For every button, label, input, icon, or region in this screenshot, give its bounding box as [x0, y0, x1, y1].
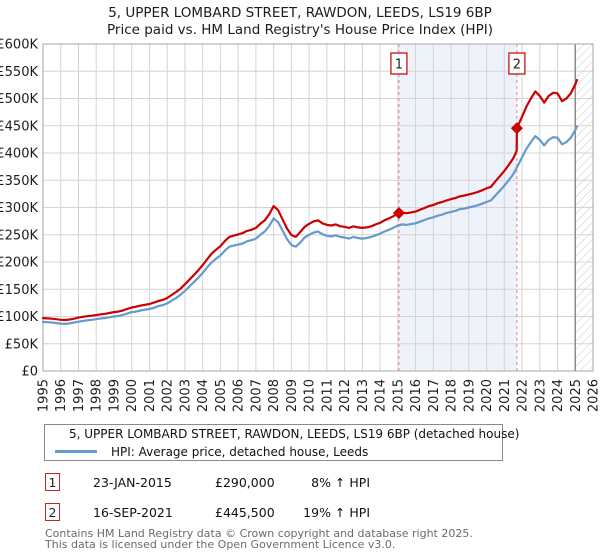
sale-1-vs-hpi: 8% ↑ HPI: [311, 475, 370, 490]
svg-text:1: 1: [395, 58, 403, 73]
legend-item-property: 5, UPPER LOMBARD STREET, RAWDON, LEEDS, …: [45, 426, 519, 441]
footer-licence: This data is licensed under the Open Gov…: [45, 538, 396, 551]
svg-text:2017: 2017: [427, 379, 442, 412]
svg-text:£300K: £300K: [0, 201, 38, 216]
svg-text:2020: 2020: [480, 379, 495, 412]
svg-text:£400K: £400K: [0, 147, 38, 162]
svg-text:2006: 2006: [232, 379, 247, 412]
svg-text:2021: 2021: [498, 379, 513, 412]
svg-text:2005: 2005: [214, 379, 229, 412]
chart-subtitle: Price paid vs. HM Land Registry's House …: [107, 22, 493, 38]
legend-label-property: 5, UPPER LOMBARD STREET, RAWDON, LEEDS, …: [69, 426, 520, 441]
svg-text:2014: 2014: [374, 379, 389, 412]
svg-text:£200K: £200K: [0, 256, 38, 271]
hpi-line-swatch-icon: [55, 450, 97, 453]
sale-annotation-2: 2 16-SEP-2021 £445,500 19% ↑ HPI: [0, 503, 600, 523]
svg-text:2026: 2026: [587, 379, 600, 412]
legend-item-hpi: HPI: Average price, detached house, Leed…: [45, 444, 502, 459]
svg-text:2019: 2019: [462, 379, 477, 412]
svg-text:2024: 2024: [551, 379, 566, 412]
svg-text:2025: 2025: [569, 379, 584, 412]
price-history-chart: 1 2 £0 £50K £100K £150K £200K £250K £300K £350K £4…: [0, 38, 600, 413]
svg-text:2018: 2018: [445, 379, 460, 412]
svg-text:2: 2: [513, 58, 521, 73]
svg-text:2013: 2013: [356, 379, 371, 412]
svg-text:2015: 2015: [391, 379, 406, 412]
svg-text:2007: 2007: [249, 379, 264, 412]
svg-text:£150K: £150K: [0, 283, 38, 298]
sale-1-price: £290,000: [215, 475, 275, 490]
svg-text:2010: 2010: [303, 379, 318, 412]
svg-text:1996: 1996: [54, 379, 69, 412]
svg-text:2012: 2012: [338, 379, 353, 412]
svg-text:2016: 2016: [409, 379, 424, 412]
svg-text:£600K: £600K: [0, 38, 38, 53]
svg-text:2001: 2001: [143, 379, 158, 412]
svg-text:£500K: £500K: [0, 92, 38, 107]
svg-text:2022: 2022: [516, 379, 531, 412]
svg-text:2023: 2023: [533, 379, 548, 412]
svg-text:£0: £0: [21, 365, 38, 380]
svg-text:2008: 2008: [267, 379, 282, 412]
sale-2-date: 16-SEP-2021: [93, 505, 173, 520]
legend-label-hpi: HPI: Average price, detached house, Leed…: [111, 444, 369, 459]
svg-text:£100K: £100K: [0, 310, 38, 325]
sale-1-diamond-icon: [392, 206, 405, 219]
sale-annotation-1: 1 23-JAN-2015 £290,000 8% ↑ HPI: [0, 473, 600, 493]
footer-copyright: Contains HM Land Registry data © Crown c…: [45, 527, 473, 540]
svg-text:2009: 2009: [285, 379, 300, 412]
svg-text:1995: 1995: [37, 379, 52, 412]
svg-text:2011: 2011: [320, 379, 335, 412]
svg-text:1997: 1997: [72, 379, 87, 412]
svg-text:2002: 2002: [161, 379, 176, 412]
svg-text:£250K: £250K: [0, 228, 38, 243]
svg-text:£450K: £450K: [0, 119, 38, 134]
svg-text:2000: 2000: [125, 379, 140, 412]
sale-2-vs-hpi: 19% ↑ HPI: [303, 505, 370, 520]
chart-legend: 5, UPPER LOMBARD STREET, RAWDON, LEEDS, …: [44, 424, 519, 461]
sale-2-marker-badge: 2: [45, 503, 60, 521]
svg-text:1998: 1998: [90, 379, 105, 412]
sale-2-diamond-icon: [510, 122, 523, 135]
svg-text:1999: 1999: [107, 379, 122, 412]
svg-text:2003: 2003: [178, 379, 193, 412]
sale-2-flag: [508, 52, 526, 75]
sale-2-price: £445,500: [215, 505, 275, 520]
sale-1-marker-badge: 1: [45, 473, 60, 491]
svg-text:2004: 2004: [196, 379, 211, 412]
svg-text:£50K: £50K: [5, 337, 39, 352]
chart-title: 5, UPPER LOMBARD STREET, RAWDON, LEEDS, …: [108, 5, 492, 21]
sale-1-flag: [390, 52, 408, 75]
svg-text:£350K: £350K: [0, 174, 38, 189]
sale-1-date: 23-JAN-2015: [93, 475, 172, 490]
svg-text:£550K: £550K: [0, 65, 38, 80]
